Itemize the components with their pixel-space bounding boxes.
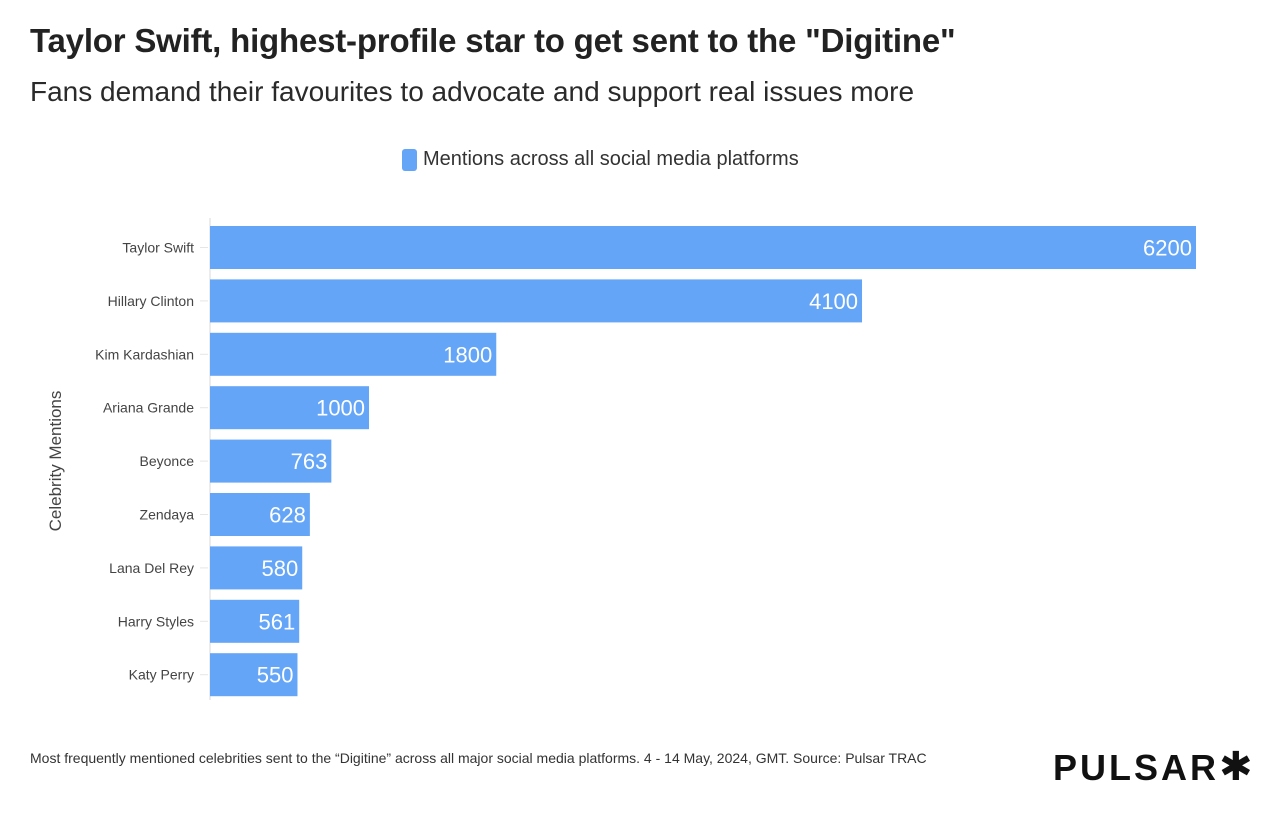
chart-title: Taylor Swift, highest-profile star to ge… bbox=[30, 22, 956, 59]
y-tick-label: Taylor Swift bbox=[122, 240, 194, 256]
bar bbox=[210, 332, 497, 376]
data-label: 4100 bbox=[809, 289, 858, 314]
y-tick-label: Kim Kardashian bbox=[95, 346, 194, 362]
footer-note: Most frequently mentioned celebrities se… bbox=[30, 750, 927, 766]
bar bbox=[210, 653, 298, 697]
data-label: 561 bbox=[258, 609, 295, 634]
bar bbox=[210, 546, 303, 590]
data-label: 1000 bbox=[316, 396, 365, 421]
y-tick-label: Harry Styles bbox=[118, 613, 194, 629]
bar bbox=[210, 226, 1196, 269]
data-label: 1800 bbox=[443, 342, 492, 367]
y-tick-label: Hillary Clinton bbox=[108, 293, 194, 309]
y-tick-label: Katy Perry bbox=[129, 667, 194, 683]
chart-subtitle: Fans demand their favourites to advocate… bbox=[30, 76, 915, 107]
data-label: 6200 bbox=[1143, 236, 1192, 261]
y-tick-label: Ariana Grande bbox=[103, 400, 194, 416]
bar bbox=[210, 493, 310, 536]
legend-label: Mentions across all social media platfor… bbox=[423, 148, 799, 170]
legend-swatch bbox=[402, 148, 417, 171]
data-label: 628 bbox=[269, 503, 306, 528]
bar bbox=[210, 386, 370, 430]
data-label: 580 bbox=[262, 556, 299, 581]
bar bbox=[210, 599, 300, 643]
y-tick-label: Zendaya bbox=[140, 507, 195, 523]
y-tick-label: Lana Del Rey bbox=[109, 560, 194, 576]
pulsar-logo: PULSAR✱ bbox=[1053, 745, 1256, 789]
bar bbox=[210, 279, 863, 323]
data-label: 763 bbox=[291, 449, 328, 474]
legend: Mentions across all social media platfor… bbox=[402, 148, 799, 171]
bar bbox=[210, 439, 332, 483]
data-label: 550 bbox=[257, 663, 294, 688]
y-tick-label: Beyonce bbox=[140, 453, 195, 469]
